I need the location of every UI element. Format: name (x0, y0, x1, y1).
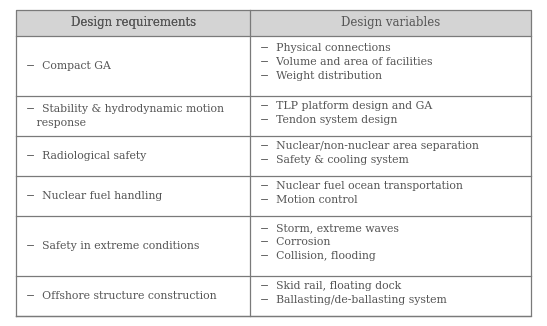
Text: −  Offshore structure construction: − Offshore structure construction (26, 291, 217, 301)
Text: −  Storm, extreme waves
−  Corrosion
−  Collision, flooding: − Storm, extreme waves − Corrosion − Col… (260, 223, 399, 261)
Text: −  Nuclear/non-nuclear area separation
−  Safety & cooling system: − Nuclear/non-nuclear area separation − … (260, 141, 479, 165)
Text: −  Physical connections
−  Volume and area of facilities
−  Weight distribution: − Physical connections − Volume and area… (260, 43, 433, 82)
Text: −  Skid rail, floating dock
−  Ballasting/de-ballasting system: − Skid rail, floating dock − Ballasting/… (260, 281, 447, 305)
Text: −  Nuclear fuel handling: − Nuclear fuel handling (26, 191, 162, 201)
Text: −  Safety in extreme conditions: − Safety in extreme conditions (26, 241, 200, 251)
Bar (16, 10, 531, 36)
Text: −  Stability & hydrodynamic motion
   response: − Stability & hydrodynamic motion respon… (26, 104, 224, 128)
Text: −  Compact GA: − Compact GA (26, 61, 111, 71)
Text: Design variables: Design variables (341, 17, 440, 29)
Text: Design requirements: Design requirements (71, 17, 196, 29)
Text: −  Nuclear fuel ocean transportation
−  Motion control: − Nuclear fuel ocean transportation − Mo… (260, 181, 463, 205)
Text: −  TLP platform design and GA
−  Tendon system design: − TLP platform design and GA − Tendon sy… (260, 101, 433, 125)
Text: Design requirements: Design requirements (71, 17, 196, 29)
Text: −  Radiological safety: − Radiological safety (26, 151, 147, 161)
